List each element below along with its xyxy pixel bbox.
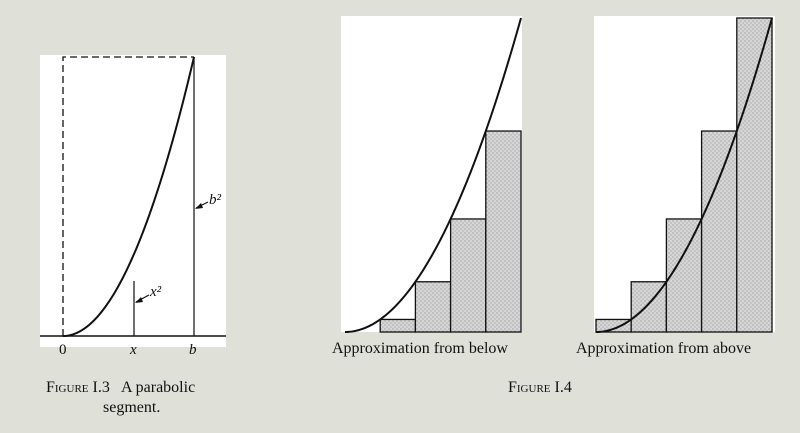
above-rectangle [665, 218, 703, 333]
above-rectangle [595, 318, 632, 333]
figure-i3-caption: Figure I.3 A parabolic [46, 378, 195, 398]
figure-i3-panel [40, 55, 226, 347]
dashed-rectangle [62, 56, 194, 336]
figure-i3-caption-line2: segment. [103, 399, 161, 416]
label-x-squared: x² [150, 284, 162, 300]
below-rectangle [449, 218, 487, 333]
caption-approx-above: Approximation from above [576, 340, 752, 357]
label-b-squared: b² [209, 192, 221, 208]
below-rectangle [485, 130, 522, 333]
label-zero: 0 [59, 342, 67, 358]
label-x: x [130, 342, 137, 358]
b-squared-arrowhead [195, 203, 203, 209]
parabola-curve-below [344, 17, 522, 333]
above-rectangle [700, 130, 738, 333]
figure-i4-label: Figure I.4 [508, 379, 572, 396]
figure-i3-number: Figure I.3 [46, 379, 110, 396]
below-rectangles [379, 130, 522, 333]
parabola-curve-above [595, 17, 773, 333]
x-squared-arrowhead [135, 297, 143, 303]
label-b: b [189, 342, 197, 358]
above-rectangles [595, 17, 773, 333]
parabola-curve [62, 56, 195, 337]
figure-i3-title: A parabolic [120, 379, 196, 396]
above-rectangle [736, 17, 773, 333]
caption-approx-below: Approximation from below [332, 340, 508, 357]
